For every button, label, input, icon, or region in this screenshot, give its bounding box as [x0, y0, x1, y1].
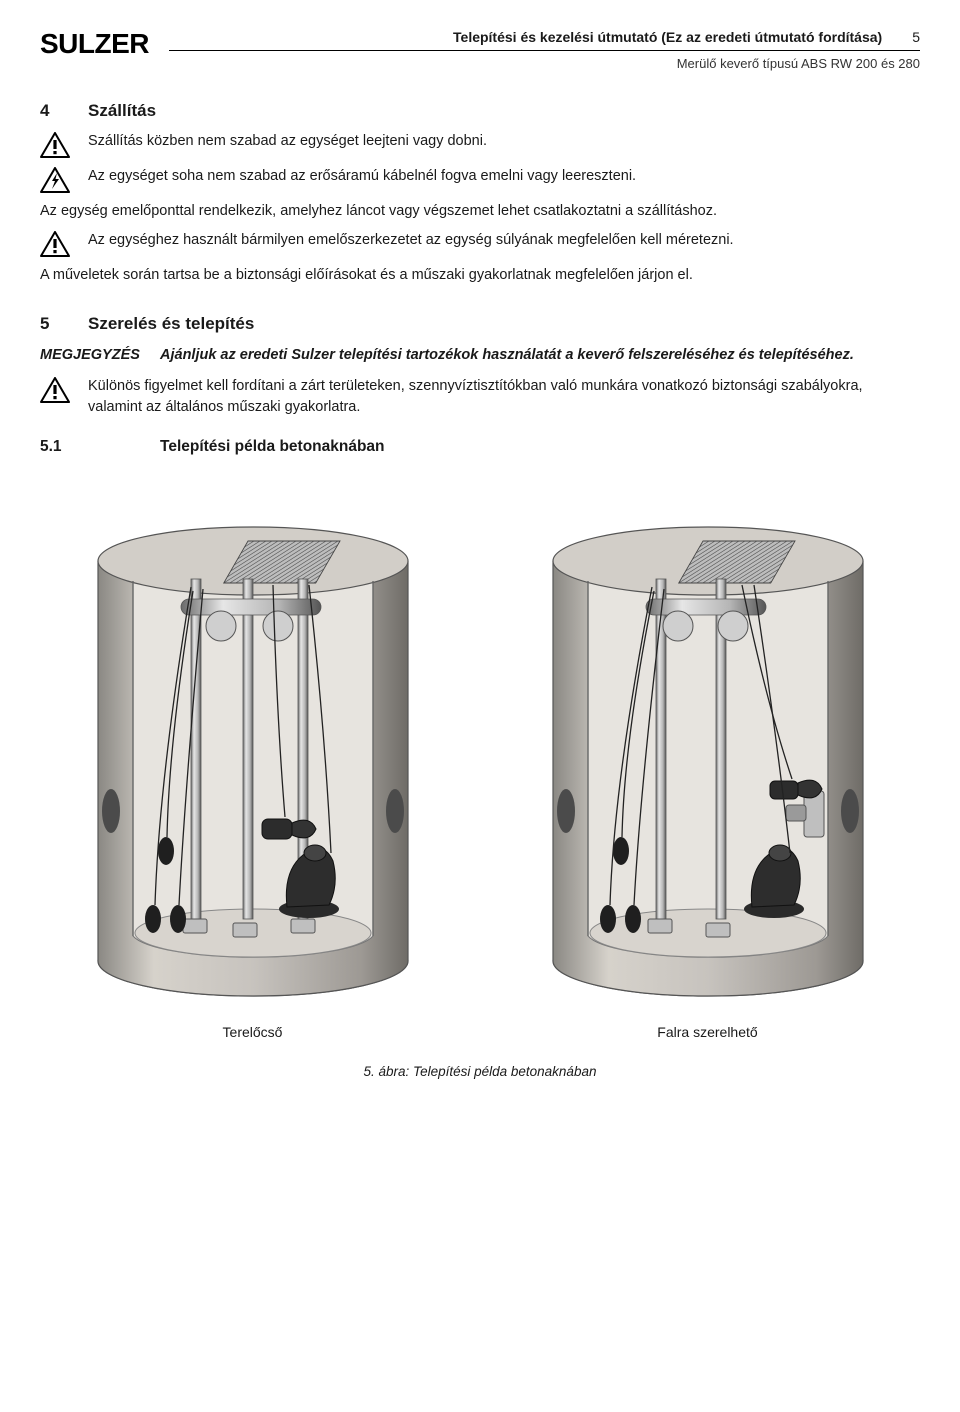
- electric-hazard-item: Az egységet soha nem szabad az erősáramú…: [40, 166, 920, 193]
- electric-hazard-icon: [40, 167, 70, 193]
- warning-icon: [40, 231, 70, 257]
- figure-right: Falra szerelhető: [495, 481, 920, 1043]
- section-title: Szállítás: [88, 99, 156, 123]
- section-title: Szerelés és telepítés: [88, 312, 254, 336]
- note-text: Ajánljuk az eredeti Sulzer telepítési ta…: [160, 345, 920, 365]
- section-5-1-heading: 5.1 Telepítési példa betonaknában: [40, 436, 920, 458]
- plain-item: A műveletek során tartsa be a biztonsági…: [40, 265, 920, 286]
- body-text: Szállítás közben nem szabad az egységet …: [88, 131, 920, 152]
- section-4-heading: 4 Szállítás: [40, 99, 920, 123]
- page-number: 5: [912, 28, 920, 48]
- body-text: A műveletek során tartsa be a biztonsági…: [40, 265, 920, 286]
- note-label: MEGJEGYZÉS: [40, 345, 160, 365]
- installation-diagram-wall-mount: [528, 481, 888, 1001]
- figure-row: Terelőcső: [40, 481, 920, 1043]
- figure-label: Falra szerelhető: [657, 1023, 757, 1043]
- body-text: Különös figyelmet kell fordítani a zárt …: [88, 376, 920, 418]
- subsection-title: Telepítési példa betonaknában: [160, 436, 385, 458]
- brand-logo: SULZER: [40, 24, 149, 63]
- warning-icon: [40, 377, 70, 403]
- subsection-number: 5.1: [40, 436, 160, 458]
- warning-item: Az egységhez használt bármilyen emelősze…: [40, 230, 920, 257]
- warning-icon: [40, 132, 70, 158]
- figure-left: Terelőcső: [40, 481, 465, 1043]
- warning-item: Különös figyelmet kell fordítani a zárt …: [40, 376, 920, 418]
- body-text: Az egységet soha nem szabad az erősáramú…: [88, 166, 920, 187]
- installation-diagram-guide-tube: [73, 481, 433, 1001]
- plain-item: Az egység emelőponttal rendelkezik, amel…: [40, 201, 920, 222]
- page-header: SULZER Telepítési és kezelési útmutató (…: [40, 28, 920, 73]
- figure-label: Terelőcső: [223, 1023, 283, 1043]
- doc-subtitle: Merülő keverő típusú ABS RW 200 és 280: [169, 55, 920, 73]
- section-number: 4: [40, 99, 88, 123]
- note-item: MEGJEGYZÉS Ajánljuk az eredeti Sulzer te…: [40, 345, 920, 365]
- body-text: Az egység emelőponttal rendelkezik, amel…: [40, 201, 920, 222]
- body-text: Az egységhez használt bármilyen emelősze…: [88, 230, 920, 251]
- figure-caption: 5. ábra: Telepítési példa betonaknában: [40, 1063, 920, 1082]
- doc-title: Telepítési és kezelési útmutató (Ez az e…: [169, 28, 882, 48]
- section-5-heading: 5 Szerelés és telepítés: [40, 312, 920, 336]
- section-number: 5: [40, 312, 88, 336]
- warning-item: Szállítás közben nem szabad az egységet …: [40, 131, 920, 158]
